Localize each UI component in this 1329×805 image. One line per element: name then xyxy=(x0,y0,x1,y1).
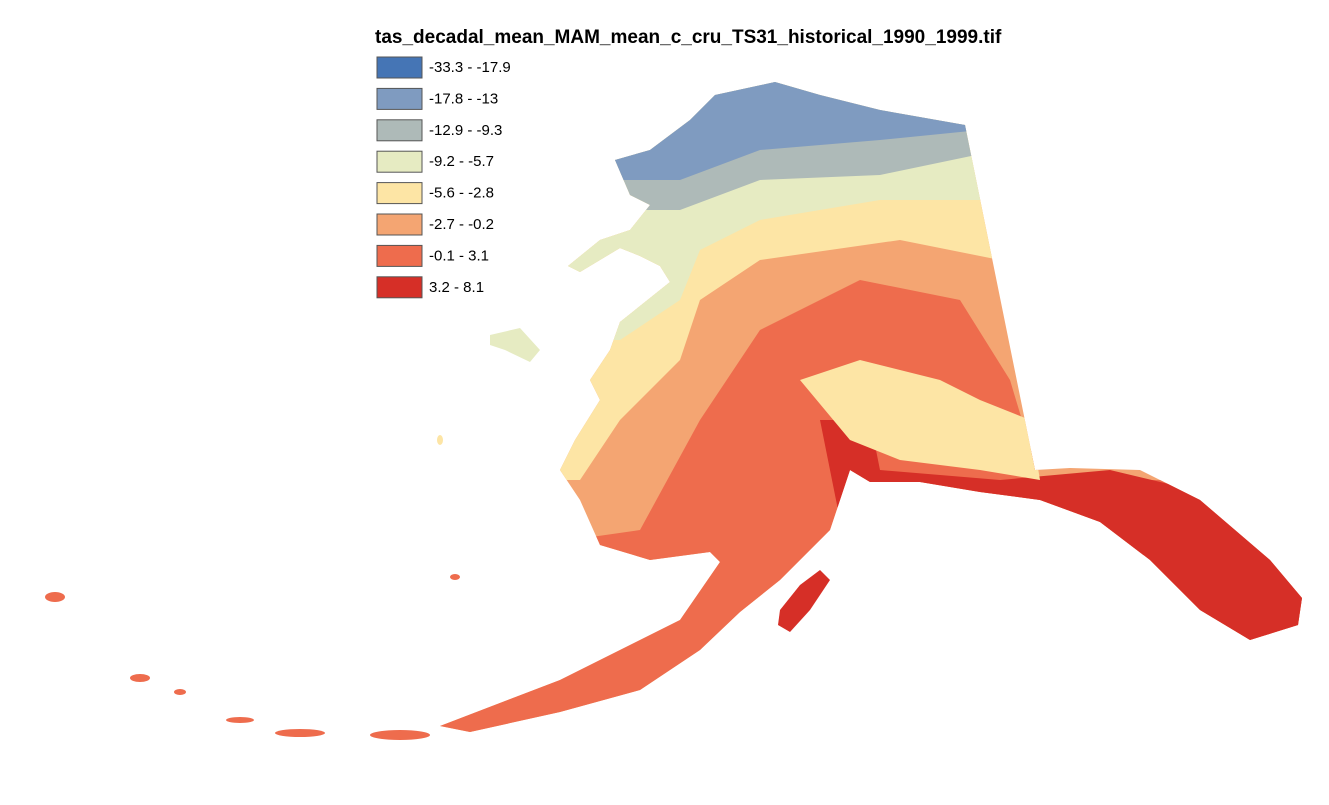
legend-swatch xyxy=(376,244,423,267)
islands xyxy=(45,328,830,740)
legend-swatch xyxy=(376,56,423,79)
legend-swatch xyxy=(376,182,423,205)
legend-label: -9.2 - -5.7 xyxy=(429,153,494,170)
legend-label: 3.2 - 8.1 xyxy=(429,279,484,296)
legend-label: -12.9 - -9.3 xyxy=(429,122,502,139)
legend-swatch xyxy=(376,213,423,236)
legend-swatch xyxy=(376,119,423,142)
legend-label: -33.3 - -17.9 xyxy=(429,59,511,76)
legend-label: -17.8 - -13 xyxy=(429,90,498,107)
legend-swatch xyxy=(376,276,423,299)
legend-swatch xyxy=(376,87,423,110)
legend: -33.3 - -17.9 -17.8 - -13 -12.9 - -9.3 -9.2… xyxy=(376,56,511,299)
legend-label: -0.1 - 3.1 xyxy=(429,247,489,264)
legend-label: -5.6 - -2.8 xyxy=(429,185,494,202)
map-title: tas_decadal_mean_MAM_mean_c_cru_TS31_his… xyxy=(375,27,1002,48)
legend-label: -2.7 - -0.2 xyxy=(429,216,494,233)
alaska-mainland xyxy=(440,82,1302,732)
legend-swatch xyxy=(376,150,423,173)
